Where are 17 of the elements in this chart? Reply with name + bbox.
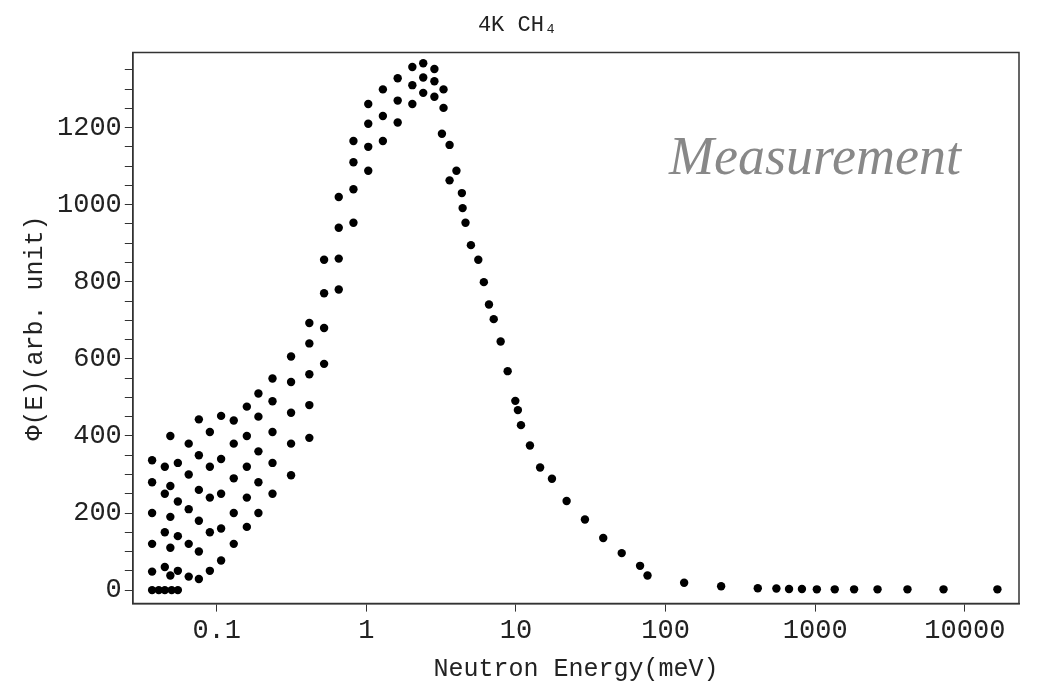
y-axis-title: Φ(E)(arb. unit)	[20, 215, 50, 441]
x-axis-title: Neutron Energy(meV)	[433, 654, 719, 684]
y-tick-label: 600	[73, 343, 122, 374]
x-tick-label: 10000	[924, 615, 1006, 646]
x-tick-label: 1000	[782, 615, 848, 646]
y-tick-label: 1000	[57, 189, 122, 220]
y-tick-label: 1200	[57, 112, 122, 143]
x-tick-label: 0.1	[192, 615, 242, 646]
x-tick-label: 100	[641, 615, 690, 646]
x-tick-label: 10	[499, 615, 533, 646]
y-tick-label: 0	[105, 575, 122, 606]
y-tick-label: 800	[73, 266, 122, 297]
x-tick-label: 1	[358, 615, 375, 646]
annotation: Measurement	[668, 126, 963, 187]
y-tick-label: 400	[73, 421, 122, 452]
chart-title: 4K CH₄	[477, 13, 558, 39]
y-tick-label: 200	[73, 498, 122, 529]
